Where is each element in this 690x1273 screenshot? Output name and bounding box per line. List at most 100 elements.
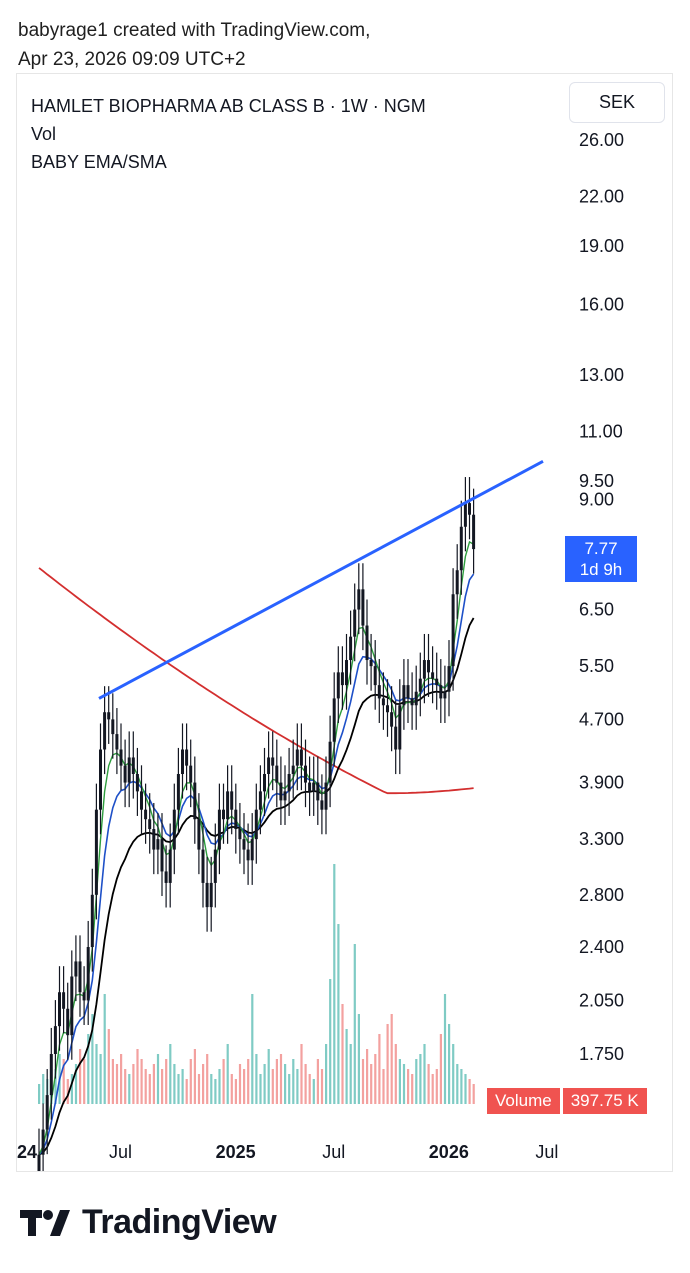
candle-body <box>324 782 328 810</box>
volume-bar <box>472 1084 475 1104</box>
candle-body <box>250 839 254 861</box>
attribution-line1: babyrage1 created with TradingView.com, <box>18 20 371 41</box>
volume-bar <box>128 1074 131 1104</box>
volume-bar <box>140 1059 143 1104</box>
candle-body <box>336 672 340 699</box>
volume-bar <box>292 1059 295 1104</box>
volume-bar <box>173 1064 176 1104</box>
volume-bar <box>374 1054 377 1104</box>
y-tick-label: 9.00 <box>579 489 614 509</box>
volume-bar <box>95 1044 98 1104</box>
tradingview-logo-icon <box>20 1209 70 1236</box>
volume-bar <box>460 1069 463 1104</box>
volume-legend[interactable]: Vol <box>31 124 57 144</box>
candle-body <box>94 809 98 895</box>
x-tick-label: 24 <box>17 1142 37 1162</box>
symbol-title[interactable]: HAMLET BIOPHARMA AB CLASS B · 1W · NGM <box>31 96 426 116</box>
candle-body <box>263 773 266 792</box>
volume-bar <box>259 1074 262 1104</box>
candle-body <box>115 734 119 750</box>
candle-body <box>127 757 131 783</box>
volume-bar <box>132 1064 135 1104</box>
candle-body <box>103 712 107 750</box>
price-chart[interactable]: 26.00 22.00 19.00 16.00 13.00 11.00 9.509.00 6.… <box>17 74 673 1172</box>
volume-bar <box>448 1024 451 1104</box>
last-price: 7.77 <box>584 539 618 558</box>
volume-bar <box>103 994 106 1104</box>
volume-bar <box>144 1069 147 1104</box>
x-tick-label: Jul <box>535 1142 558 1162</box>
candle-body <box>111 719 115 735</box>
volume-bar <box>120 1054 123 1104</box>
volume-bar <box>202 1064 205 1104</box>
volume-bar <box>382 1069 385 1104</box>
volume-bar <box>234 1079 237 1104</box>
candle-body <box>422 660 426 679</box>
volume-bar <box>83 1059 86 1104</box>
volume-bar <box>111 1059 114 1104</box>
volume-bar <box>378 1034 381 1104</box>
volume-bar <box>407 1069 410 1104</box>
candle-body <box>373 666 377 686</box>
volume-bar <box>284 1064 287 1104</box>
candle-body <box>353 609 357 637</box>
candle-body <box>144 809 148 820</box>
volume-bar <box>79 1049 82 1104</box>
x-tick-label: Jul <box>322 1142 345 1162</box>
volume-bar <box>320 1069 324 1104</box>
volume-bar <box>300 1044 303 1104</box>
candle-body <box>156 839 160 850</box>
volume-bar <box>316 1059 319 1104</box>
volume-bar <box>210 1074 213 1104</box>
candle-body <box>205 882 209 908</box>
candle-body <box>304 765 307 783</box>
volume-bar <box>251 994 254 1104</box>
volume-bar <box>185 1079 188 1104</box>
candle-body <box>320 800 324 810</box>
volume-bar <box>181 1069 184 1104</box>
volume-bar <box>431 1074 434 1104</box>
candle-body <box>447 666 451 692</box>
chart-frame[interactable]: 26.00 22.00 19.00 16.00 13.00 11.00 9.50 9.00 6.… <box>16 73 673 1172</box>
candle-body <box>82 992 86 1001</box>
bar-countdown: 1d 9h <box>579 560 623 579</box>
x-tick-label: Jul <box>109 1142 132 1162</box>
volume-bar <box>452 1044 455 1104</box>
y-tick-label: 2.400 <box>579 937 624 957</box>
volume-bar <box>423 1044 426 1104</box>
candle-body <box>312 782 316 792</box>
candle-body <box>209 882 213 908</box>
candle-body <box>287 773 291 792</box>
x-tick-label: 2025 <box>216 1142 256 1162</box>
candle-body <box>443 691 447 699</box>
volume-bar <box>177 1074 180 1104</box>
volume-label: Volume <box>487 1088 560 1114</box>
y-tick-label: 3.300 <box>579 829 624 849</box>
y-tick-label: 1.750 <box>579 1044 624 1064</box>
candle-body <box>90 894 94 948</box>
candle-body <box>172 809 176 850</box>
candle-body <box>295 749 299 766</box>
candle-body <box>66 1008 70 1036</box>
volume-bar <box>91 1014 94 1104</box>
y-tick-label: 26.00 <box>579 130 624 150</box>
volume-bar <box>218 1069 221 1104</box>
y-tick-label: 22.00 <box>579 187 624 207</box>
candle-body <box>217 809 221 850</box>
volume-bar <box>156 1054 160 1104</box>
candle-body <box>468 503 471 515</box>
volume-bar <box>189 1059 192 1104</box>
candle-body <box>431 672 435 679</box>
indicator-legend[interactable]: BABY EMA/SMA <box>31 152 167 172</box>
volume-bar <box>275 1059 278 1104</box>
chart-legend: HAMLET BIOPHARMA AB CLASS B · 1W · NGM V… <box>31 92 426 176</box>
volume-bar <box>165 1059 168 1104</box>
last-price-tag: 7.77 1d 9h <box>565 536 637 582</box>
candle-body <box>197 819 201 850</box>
candle-body <box>328 741 332 783</box>
currency-button[interactable]: SEK <box>569 82 665 123</box>
volume-bar <box>464 1074 467 1104</box>
volume-bar <box>366 1049 369 1104</box>
candle-body <box>472 514 476 550</box>
tradingview-brand[interactable]: TradingView <box>20 1203 277 1242</box>
